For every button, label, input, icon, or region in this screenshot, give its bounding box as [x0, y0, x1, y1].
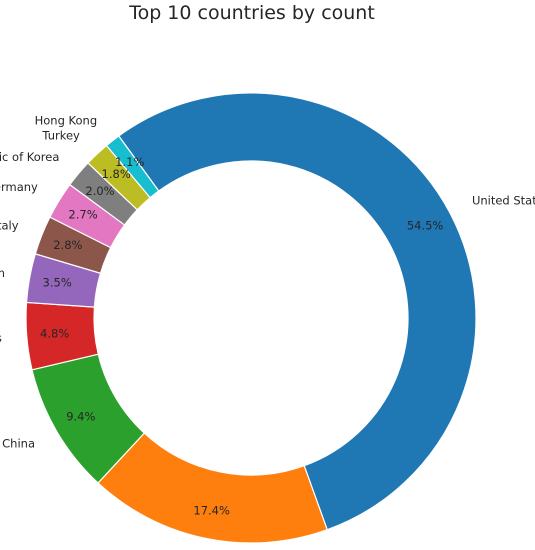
percent-labels-group: 54.5% 17.4% 9.4% 4.8% 3.5% 2.8% 2.7% 2.0% 1.8%1.…	[40, 155, 443, 517]
slice-hong-kong	[105, 135, 160, 199]
category-label-united-kingdom: United Kingdom	[0, 266, 5, 280]
category-label-republic-of-korea: Republic of Korea	[0, 150, 59, 164]
category-label-turkey: Turkey	[41, 128, 80, 142]
percent-label-hong-kong: 1.1%	[115, 155, 144, 169]
slices-group	[25, 92, 477, 544]
chart-title: Top 10 countries by count	[128, 2, 375, 24]
percent-label-united-kingdom: 3.5%	[43, 275, 72, 289]
category-label-germany: Germany	[0, 180, 38, 194]
category-label-china: China	[2, 436, 35, 450]
category-label-italy: Italy	[0, 218, 19, 232]
percent-label-germany: 2.7%	[68, 208, 97, 222]
category-labels-group: United StatesRussiaChinaThe NetherlandsU…	[0, 113, 535, 450]
category-label-the-netherlands: The Netherlands	[0, 331, 2, 345]
percent-label-china: 9.4%	[66, 410, 95, 424]
slice-russia	[97, 432, 328, 544]
percent-label-united-states: 54.5%	[407, 218, 444, 232]
category-label-hong-kong: Hong Kong	[35, 113, 98, 127]
category-label-united-states: United States	[472, 194, 535, 208]
percent-label-republic-of-korea: 2.0%	[85, 184, 114, 198]
percent-label-the-netherlands: 4.8%	[40, 327, 69, 341]
percent-label-russia: 17.4%	[193, 504, 230, 518]
slice-united-states	[117, 92, 477, 531]
percent-label-italy: 2.8%	[53, 238, 82, 252]
percent-label-turkey: 1.8%	[102, 167, 131, 181]
